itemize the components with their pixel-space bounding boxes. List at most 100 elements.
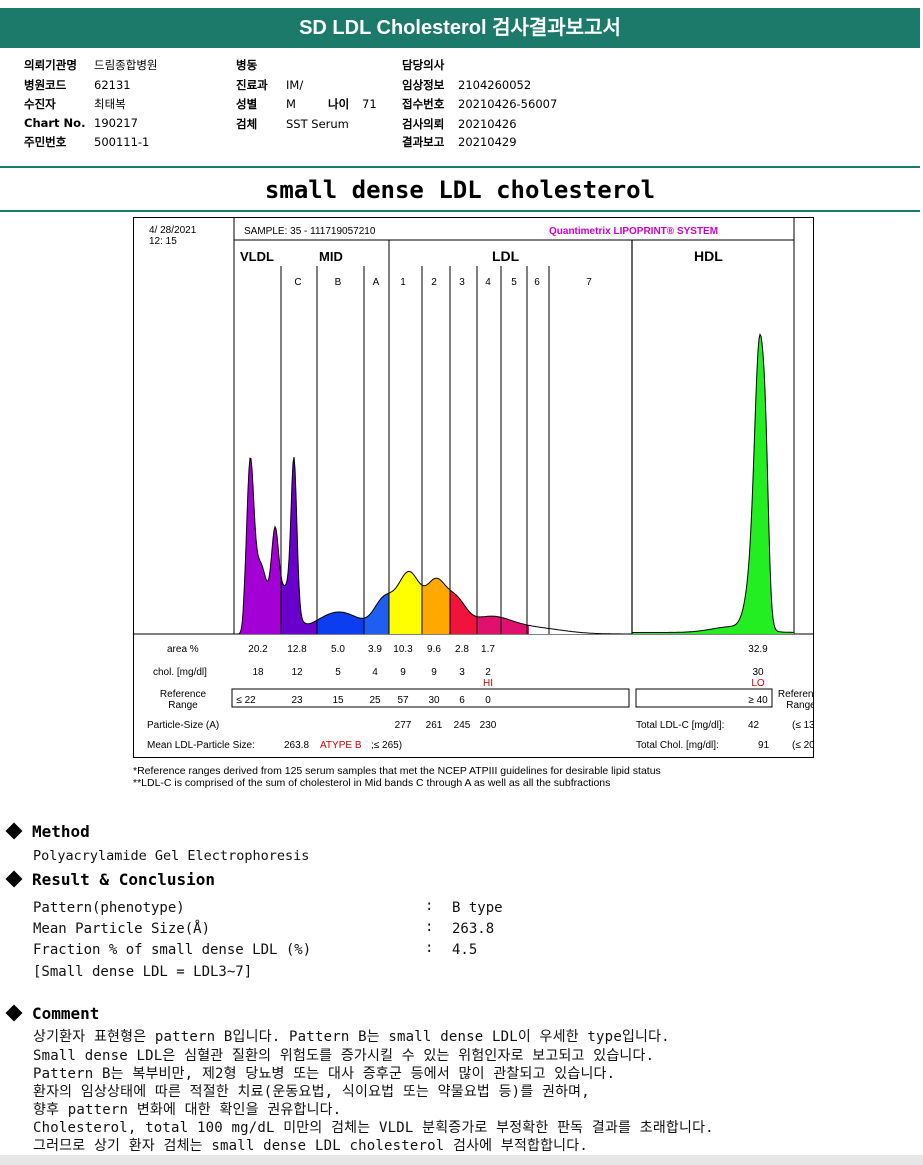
divider <box>0 210 920 212</box>
comment-line: 그러므로 상기 환자 검체는 small dense LDL cholester… <box>33 1138 588 1154</box>
field-value: 20210426 <box>458 117 517 131</box>
group-label-ldl: LDL <box>492 248 520 264</box>
patient-field: 주민번호 500111-1 <box>24 134 149 150</box>
band-label: 6 <box>534 277 540 288</box>
result-value: B type <box>452 900 503 916</box>
chol-3: 3 <box>459 667 465 678</box>
ref-vldl: ≤ 22 <box>236 695 256 706</box>
chart-date: 4/ 28/2021 <box>149 225 197 236</box>
band-label: 7 <box>586 277 592 288</box>
result-heading: Result & Conclusion <box>5 870 215 889</box>
result-value: 263.8 <box>452 921 495 937</box>
patient-field: 검체 SST Serum <box>236 116 349 132</box>
comment-line: Small dense LDL은 심혈관 질환의 위험도를 증가시킬 수 있는 … <box>33 1048 655 1064</box>
row-label-mean: Mean LDL-Particle Size: <box>147 740 255 751</box>
footnote: **LDL-C is comprised of the sum of chole… <box>133 777 611 789</box>
band-label: 4 <box>485 277 491 288</box>
area-hdl: 32.9 <box>748 644 768 655</box>
divider <box>0 166 920 168</box>
area-1: 10.3 <box>393 644 413 655</box>
flag-hi: HI <box>483 678 493 689</box>
mean-particle-size: 263.8 <box>284 740 310 751</box>
comment-title: Comment <box>32 1004 100 1023</box>
field-value: SST Serum <box>286 117 349 131</box>
patient-field: 병동 <box>236 57 286 73</box>
patient-field: 성별 M <box>236 96 296 112</box>
band-fill-c <box>281 457 317 634</box>
ref-b: 15 <box>332 695 344 706</box>
atp-label: ATYPE B <box>320 740 362 751</box>
field-label: Chart No. <box>24 116 86 130</box>
ref-a: 25 <box>369 695 381 706</box>
chol-vldl: 18 <box>252 667 264 678</box>
method-text: Polyacrylamide Gel Electrophoresis <box>33 848 310 864</box>
field-label: 임상정보 <box>402 78 445 92</box>
field-value: M <box>286 97 296 111</box>
patient-field: 의뢰기관명 드림종합병원 <box>24 57 157 73</box>
row-label-area: area % <box>167 644 199 655</box>
band-fill-1 <box>389 571 422 634</box>
field-label: 진료과 <box>236 78 268 92</box>
method-title: Method <box>32 822 90 841</box>
row-label-chol: chol. [mg/dl] <box>153 667 207 678</box>
result-label: Pattern(phenotype) <box>33 900 185 916</box>
field-value: 20210426-56007 <box>458 97 558 111</box>
lipoprint-chart: 4/ 28/2021 12: 15 SAMPLE: 35 - 111719057… <box>133 217 814 758</box>
area-a: 3.9 <box>368 644 382 655</box>
result-note: [Small dense LDL = LDL3~7] <box>33 964 253 980</box>
band-fill-vldl <box>238 458 281 634</box>
flag-lo: LO <box>751 678 765 689</box>
field-value: IM/ <box>286 78 304 92</box>
patient-field: 진료과 IM/ <box>236 77 303 93</box>
group-label-mid: MID <box>319 249 343 264</box>
patient-field: 검사의뢰 20210426 <box>402 116 517 132</box>
area-3: 2.8 <box>455 644 469 655</box>
field-label: 병원코드 <box>24 78 67 92</box>
group-label-vldl: VLDL <box>240 249 274 264</box>
field-label: 수진자 <box>24 97 56 111</box>
patient-field: 접수번호 20210426-56007 <box>402 96 557 112</box>
comment-line: 상기환자 표현형은 pattern B입니다. Pattern B는 small… <box>33 1029 670 1045</box>
result-title: Result & Conclusion <box>32 870 216 889</box>
particle-2: 261 <box>425 720 443 731</box>
report-header-title: SD LDL Cholesterol 검사결과보고서 <box>0 8 920 48</box>
particle-4: 230 <box>479 720 497 731</box>
area-vldl: 20.2 <box>248 644 268 655</box>
row-label-particle: Particle-Size (A) <box>147 720 220 731</box>
ref-right-label: Reference Range <box>777 689 814 711</box>
chol-1: 9 <box>400 667 406 678</box>
chart-time: 12: 15 <box>149 236 177 247</box>
band-label: A <box>372 277 380 288</box>
chol-hdl: 30 <box>752 667 764 678</box>
field-value: 62131 <box>94 78 131 92</box>
comment-line: 향후 pattern 변화에 대한 확인을 권유합니다. <box>33 1102 342 1118</box>
field-label: 결과보고 <box>402 135 445 149</box>
ref-3: 6 <box>459 695 465 706</box>
chol-b: 5 <box>335 667 341 678</box>
total-chol-value: 91 <box>758 740 770 751</box>
area-2: 9.6 <box>427 644 441 655</box>
area-c: 12.8 <box>287 644 307 655</box>
band-label: C <box>294 277 302 288</box>
field-value: 최태복 <box>94 97 126 111</box>
total-ldl-ref: (≤ 130) <box>792 720 814 731</box>
page-bottom-strip <box>0 1155 923 1165</box>
diamond-bullet-icon <box>5 1004 23 1022</box>
diamond-bullet-icon <box>5 822 23 840</box>
result-colon: : <box>425 940 434 956</box>
report-title: small dense LDL cholesterol <box>264 176 656 204</box>
ref-1: 57 <box>397 695 409 706</box>
comment-line: Pattern B는 복부비만, 제2형 당뇨병 또는 대사 증후군 등에서 많… <box>33 1066 616 1082</box>
comment-line: 환자의 임상상태에 따른 적절한 치료(운동요법, 식이요법 또는 약물요법 등… <box>33 1084 590 1100</box>
chol-a: 4 <box>372 667 378 678</box>
band-label: 2 <box>431 277 437 288</box>
tail-fill <box>529 625 632 634</box>
chol-2: 9 <box>431 667 437 678</box>
result-colon: : <box>425 919 434 935</box>
field-value: 20210429 <box>458 135 517 149</box>
field-label: 검체 <box>236 117 258 131</box>
result-colon: : <box>425 898 434 914</box>
band-fill-a <box>364 593 389 634</box>
comment-line: Cholesterol, total 100 mg/dL 미만의 검체는 VLD… <box>33 1120 714 1136</box>
field-value: 드림종합병원 <box>94 58 158 72</box>
